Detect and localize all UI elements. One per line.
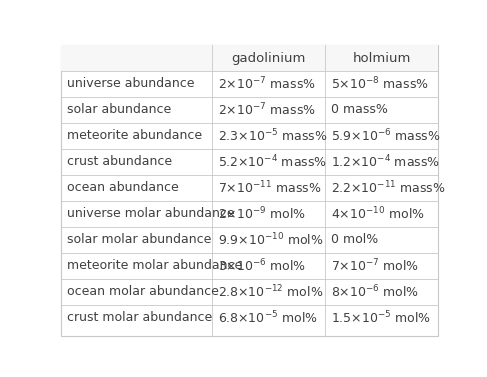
Text: $2.3{\times}10^{-5}$ mass%: $2.3{\times}10^{-5}$ mass% bbox=[218, 127, 327, 144]
Text: meteorite molar abundance: meteorite molar abundance bbox=[67, 259, 242, 272]
Text: $2{\times}10^{-7}$ mass%: $2{\times}10^{-7}$ mass% bbox=[218, 75, 315, 92]
Text: solar molar abundance: solar molar abundance bbox=[67, 233, 211, 246]
Text: solar abundance: solar abundance bbox=[67, 103, 171, 116]
Text: crust molar abundance: crust molar abundance bbox=[67, 311, 212, 324]
Text: 0 mol%: 0 mol% bbox=[331, 233, 378, 246]
Text: 0 mass%: 0 mass% bbox=[331, 103, 388, 116]
Text: $7{\times}10^{-7}$ mol%: $7{\times}10^{-7}$ mol% bbox=[331, 257, 419, 274]
Text: $6.8{\times}10^{-5}$ mol%: $6.8{\times}10^{-5}$ mol% bbox=[218, 309, 318, 326]
Text: gadolinium: gadolinium bbox=[231, 52, 306, 64]
Text: holmium: holmium bbox=[353, 52, 411, 64]
Text: $2{\times}10^{-7}$ mass%: $2{\times}10^{-7}$ mass% bbox=[218, 101, 315, 118]
Text: $1.5{\times}10^{-5}$ mol%: $1.5{\times}10^{-5}$ mol% bbox=[331, 309, 431, 326]
Text: $2.2{\times}10^{-11}$ mass%: $2.2{\times}10^{-11}$ mass% bbox=[331, 179, 446, 196]
Text: $5.2{\times}10^{-4}$ mass%: $5.2{\times}10^{-4}$ mass% bbox=[218, 153, 327, 170]
Text: meteorite abundance: meteorite abundance bbox=[67, 129, 202, 142]
Text: $3{\times}10^{-6}$ mol%: $3{\times}10^{-6}$ mol% bbox=[218, 257, 306, 274]
Bar bbox=[61, 45, 438, 71]
Text: $7{\times}10^{-11}$ mass%: $7{\times}10^{-11}$ mass% bbox=[218, 179, 321, 196]
Text: universe abundance: universe abundance bbox=[67, 77, 194, 90]
Text: $5.9{\times}10^{-6}$ mass%: $5.9{\times}10^{-6}$ mass% bbox=[331, 127, 440, 144]
Text: $8{\times}10^{-6}$ mol%: $8{\times}10^{-6}$ mol% bbox=[331, 284, 419, 300]
Text: universe molar abundance: universe molar abundance bbox=[67, 207, 234, 220]
Text: $5{\times}10^{-8}$ mass%: $5{\times}10^{-8}$ mass% bbox=[331, 75, 429, 92]
Text: $1.2{\times}10^{-4}$ mass%: $1.2{\times}10^{-4}$ mass% bbox=[331, 153, 440, 170]
Text: $2.8{\times}10^{-12}$ mol%: $2.8{\times}10^{-12}$ mol% bbox=[218, 284, 323, 300]
Text: $9.9{\times}10^{-10}$ mol%: $9.9{\times}10^{-10}$ mol% bbox=[218, 231, 323, 248]
Text: ocean molar abundance: ocean molar abundance bbox=[67, 285, 218, 298]
Text: $2{\times}10^{-9}$ mol%: $2{\times}10^{-9}$ mol% bbox=[218, 205, 306, 222]
Text: $4{\times}10^{-10}$ mol%: $4{\times}10^{-10}$ mol% bbox=[331, 205, 425, 222]
Text: crust abundance: crust abundance bbox=[67, 155, 171, 168]
Text: ocean abundance: ocean abundance bbox=[67, 181, 178, 194]
